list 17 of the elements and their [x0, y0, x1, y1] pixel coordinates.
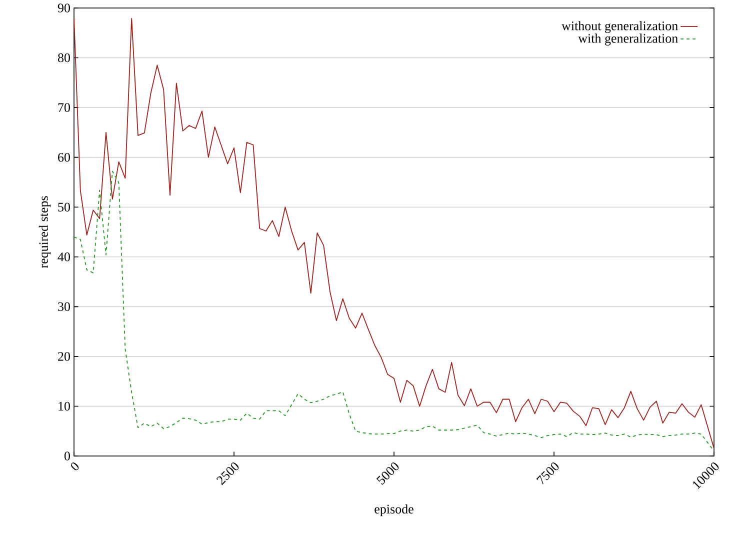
y-tick-label: 70 [58, 103, 70, 112]
y-tick-label: 50 [58, 202, 70, 212]
y-tick-label: 20 [58, 352, 70, 361]
x-tick-label: 7500 [536, 462, 559, 484]
line-series [74, 18, 714, 449]
y-tick-label: 10 [58, 402, 70, 411]
legend-label: with generalization [578, 34, 678, 46]
y-tick-label: 80 [58, 53, 70, 62]
legend-label: without generalization [562, 21, 678, 33]
y-tick-label: 90 [58, 4, 70, 12]
y-tick-label: 30 [58, 302, 70, 312]
y-tick-label: 0 [64, 452, 70, 460]
y-axis-title: required steps [38, 196, 51, 268]
x-tick-label: 0 [70, 462, 79, 470]
y-tick-label: 40 [58, 252, 70, 262]
y-tick-label: 60 [58, 152, 70, 162]
x-axis-title: episode [374, 504, 414, 516]
